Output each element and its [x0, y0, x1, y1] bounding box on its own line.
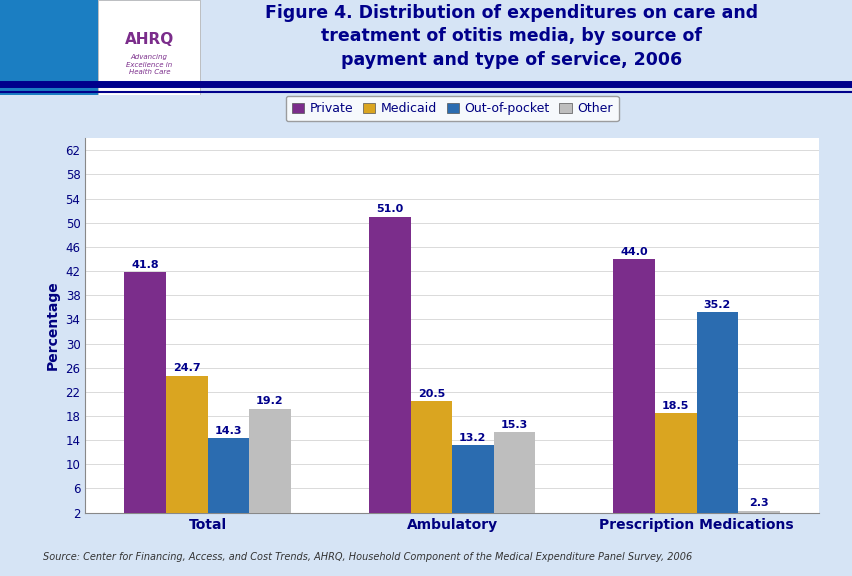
- Bar: [0, 0, 98, 95]
- Bar: [249, 409, 291, 525]
- Text: Source: Center for Financing, Access, and Cost Trends, AHRQ, Household Component: Source: Center for Financing, Access, an…: [43, 552, 691, 562]
- Text: 41.8: 41.8: [131, 260, 158, 270]
- Bar: [369, 217, 410, 525]
- Text: Figure 4. Distribution of expenditures on care and
treatment of otitis media, by: Figure 4. Distribution of expenditures o…: [265, 3, 757, 69]
- Legend: Private, Medicaid, Out-of-pocket, Other: Private, Medicaid, Out-of-pocket, Other: [285, 96, 618, 122]
- Text: 20.5: 20.5: [417, 388, 445, 399]
- Bar: [654, 413, 696, 525]
- Text: 24.7: 24.7: [173, 363, 200, 373]
- Text: Advancing
Excellence in
Health Care: Advancing Excellence in Health Care: [126, 54, 172, 75]
- Y-axis label: Percentage: Percentage: [46, 281, 60, 370]
- Text: 35.2: 35.2: [703, 300, 730, 310]
- Text: AHRQ: AHRQ: [124, 32, 174, 47]
- Text: 14.3: 14.3: [215, 426, 242, 436]
- Bar: [410, 401, 452, 525]
- Bar: [207, 438, 249, 525]
- Bar: [452, 445, 493, 525]
- Bar: [493, 433, 534, 525]
- Text: 13.2: 13.2: [458, 433, 486, 442]
- Bar: [737, 511, 779, 525]
- Text: 2.3: 2.3: [748, 498, 768, 509]
- Bar: [166, 376, 207, 525]
- Text: 51.0: 51.0: [376, 204, 403, 214]
- Text: 18.5: 18.5: [661, 400, 688, 411]
- Text: 15.3: 15.3: [500, 420, 527, 430]
- Bar: [98, 0, 200, 95]
- Text: 44.0: 44.0: [619, 247, 648, 256]
- Bar: [696, 312, 737, 525]
- Bar: [124, 272, 166, 525]
- Bar: [613, 259, 654, 525]
- Text: 19.2: 19.2: [256, 396, 284, 406]
